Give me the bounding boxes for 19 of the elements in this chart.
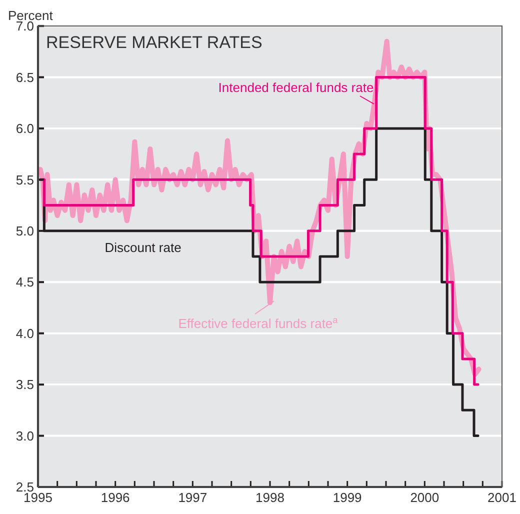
y-tick-label: 3.0 [16,428,34,444]
x-tick-label: 1995 [24,490,52,506]
y-tick-label: 5.0 [16,224,34,239]
y-tick-label: 6.5 [16,70,34,85]
series-label: Discount rate [104,240,182,255]
y-tick-label: 4.5 [16,274,34,290]
x-tick-label: 1997 [178,490,208,506]
legend-label: Effective federal funds rate$^{a}$ [178,315,339,331]
chart-title: RESERVE MARKET RATES [46,33,262,52]
x-tick-label: 1999 [332,490,362,506]
y-tick-label: 5.5 [16,172,34,188]
x-tick-label: 2000 [410,490,440,506]
y-tick-label: 6.0 [16,121,34,136]
x-tick-label: 1998 [256,490,284,506]
y-tick-label: 3.5 [16,377,34,392]
y-tick-label: 4.0 [16,326,34,341]
series-label: Intended federal funds rate [218,80,374,95]
x-tick-label: 1996 [100,490,130,506]
x-tick-label: 2001 [488,490,516,506]
